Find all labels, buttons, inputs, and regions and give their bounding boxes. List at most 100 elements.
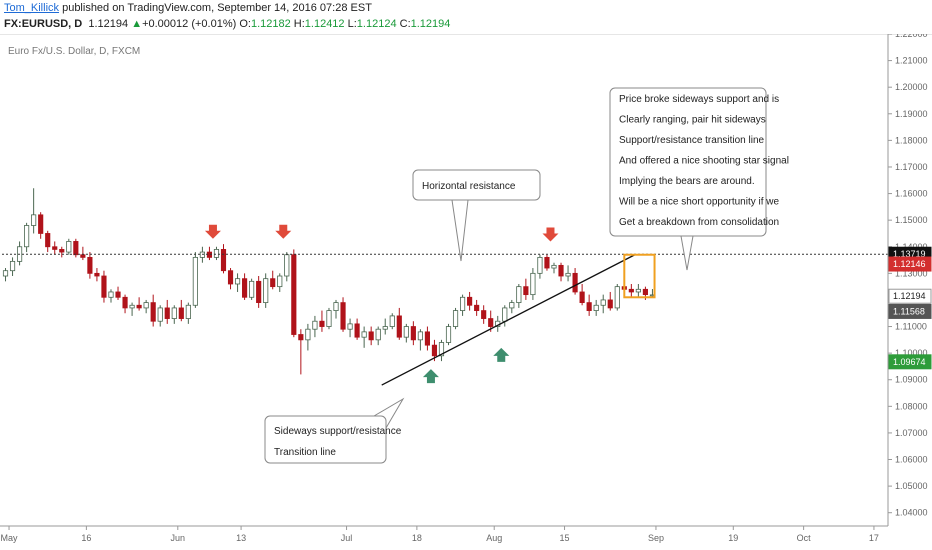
candle-up <box>417 331 423 341</box>
candle-down <box>80 254 86 258</box>
time-tick-label: Oct <box>797 533 812 543</box>
time-tick-label: 16 <box>81 533 91 543</box>
symbol-line: FX:EURUSD, D 1.12194 ▲+0.00012 (+0.01%) … <box>4 18 450 30</box>
price-tick-label: 1.06000 <box>895 455 928 465</box>
time-axis[interactable]: May 16 Jun 13 Jul 18 Aug 15 Sep 19 Oct 17 <box>0 525 888 543</box>
candle-up <box>502 307 508 322</box>
candle-up <box>277 275 283 288</box>
candle-down <box>220 249 227 272</box>
chart-title: Euro Fx/U.S. Dollar, D, FXCM <box>8 46 140 57</box>
candle-up <box>326 310 332 327</box>
callout-text-line: Sideways support/resistance <box>274 426 402 437</box>
price-tick-label: 1.17000 <box>895 162 928 172</box>
candle-down <box>319 320 325 327</box>
callout-box <box>609 87 767 237</box>
candlestick-chart[interactable]: Euro Fx/U.S. Dollar, D, FXCM Horizontal … <box>0 34 932 550</box>
candle-up <box>9 260 16 272</box>
publish-line: Tom_Killick published on TradingView.com… <box>4 2 372 14</box>
down-arrow-icon[interactable] <box>275 224 292 239</box>
price-change: +0.00012 (+0.01%) <box>142 18 237 30</box>
candle-down <box>544 256 550 269</box>
price-tick-label: 1.18000 <box>895 135 928 145</box>
candle-up <box>361 331 367 338</box>
callout-text-line: Will be a nice short opportunity if we <box>619 197 780 208</box>
time-tick-label: Aug <box>486 533 502 543</box>
price-tick-label: 1.21000 <box>895 56 928 66</box>
time-tick-label: May <box>1 533 19 543</box>
price-label-text: 1.12194 <box>893 291 926 301</box>
author-link[interactable]: Tom_Killick <box>4 2 60 14</box>
price-tick-label: 1.19000 <box>895 109 928 119</box>
callout-pointer <box>451 199 469 262</box>
candle-down <box>628 288 634 293</box>
time-tick-label: 17 <box>869 533 879 543</box>
candle-up <box>333 302 339 311</box>
price-tick-label: 1.10000 <box>895 348 928 358</box>
trend-line[interactable] <box>381 254 636 386</box>
candle-up <box>2 270 9 277</box>
callout-text-line: Clearly ranging, pair hit sideways <box>619 115 766 126</box>
candle-down <box>481 310 487 319</box>
candle-down <box>368 331 374 341</box>
header-divider <box>0 34 932 35</box>
price-axis[interactable]: 1.22000 1.21000 1.20000 1.19000 1.18000 1.170… <box>887 34 932 526</box>
candle-up <box>31 214 37 226</box>
last-price: 1.12194 <box>88 18 129 30</box>
candle-up <box>234 278 241 285</box>
price-label-box <box>888 288 932 304</box>
candle-down <box>488 318 494 327</box>
chart-header: Tom_Killick published on TradingView.com… <box>0 0 932 34</box>
callout-text-line: Price broke sideways support and is <box>619 94 779 105</box>
candle-down <box>178 307 184 319</box>
candle-down <box>164 307 170 319</box>
candle-down <box>424 331 431 346</box>
candle-down <box>242 278 248 298</box>
candle-up <box>129 304 135 309</box>
candle-down <box>523 286 529 296</box>
candle-down <box>73 241 79 256</box>
candle-up <box>249 280 255 298</box>
candle-up <box>157 307 163 322</box>
horizontal-resistance-callout[interactable]: Horizontal resistance <box>412 169 541 262</box>
down-arrow-icon[interactable] <box>204 224 221 239</box>
up-arrow-icon[interactable] <box>493 347 510 362</box>
candle-up <box>551 264 557 269</box>
candle-up <box>24 225 30 248</box>
shooting-star-highlight-box[interactable] <box>623 253 656 299</box>
price-label-box <box>888 256 932 272</box>
candle-up <box>199 251 205 258</box>
candle-down <box>467 296 473 306</box>
price-label-text: 1.12146 <box>893 259 926 269</box>
candle-up <box>565 272 571 277</box>
close-label: C: <box>399 18 411 30</box>
candle-down <box>136 304 142 309</box>
price-tick-label: 1.15000 <box>895 215 928 225</box>
candle-up <box>143 302 149 309</box>
candle-down <box>206 251 213 258</box>
candle-up <box>537 256 543 274</box>
candle-up <box>635 288 641 293</box>
sideways-support-callout[interactable]: Sideways support/resistance Transition li… <box>264 397 405 464</box>
candle-up <box>614 286 620 309</box>
up-arrow-icon[interactable] <box>422 369 439 384</box>
callout-text-line: Transition line <box>274 447 336 458</box>
down-arrow-icon[interactable] <box>542 227 559 242</box>
callout-box <box>264 415 387 464</box>
candle-down <box>38 214 44 234</box>
candle-down <box>115 291 121 298</box>
candle-down <box>298 334 304 341</box>
candle-up <box>185 304 191 319</box>
low-label: L: <box>347 18 357 30</box>
candle-down <box>270 278 276 288</box>
candle-up <box>108 291 114 298</box>
price-label-text: 1.09674 <box>893 357 926 367</box>
candle-up <box>305 328 311 341</box>
price-tick-label: 1.20000 <box>895 82 928 92</box>
candle-down <box>340 302 346 330</box>
price-broke-callout[interactable]: Price broke sideways support and is Clear… <box>609 87 789 271</box>
callout-box <box>412 169 541 201</box>
candle-down <box>354 323 360 338</box>
drawing-overlays: Horizontal resistance Sideways support/re… <box>2 87 888 464</box>
time-tick-label: 15 <box>560 533 570 543</box>
open-value: 1.12182 <box>250 18 291 30</box>
